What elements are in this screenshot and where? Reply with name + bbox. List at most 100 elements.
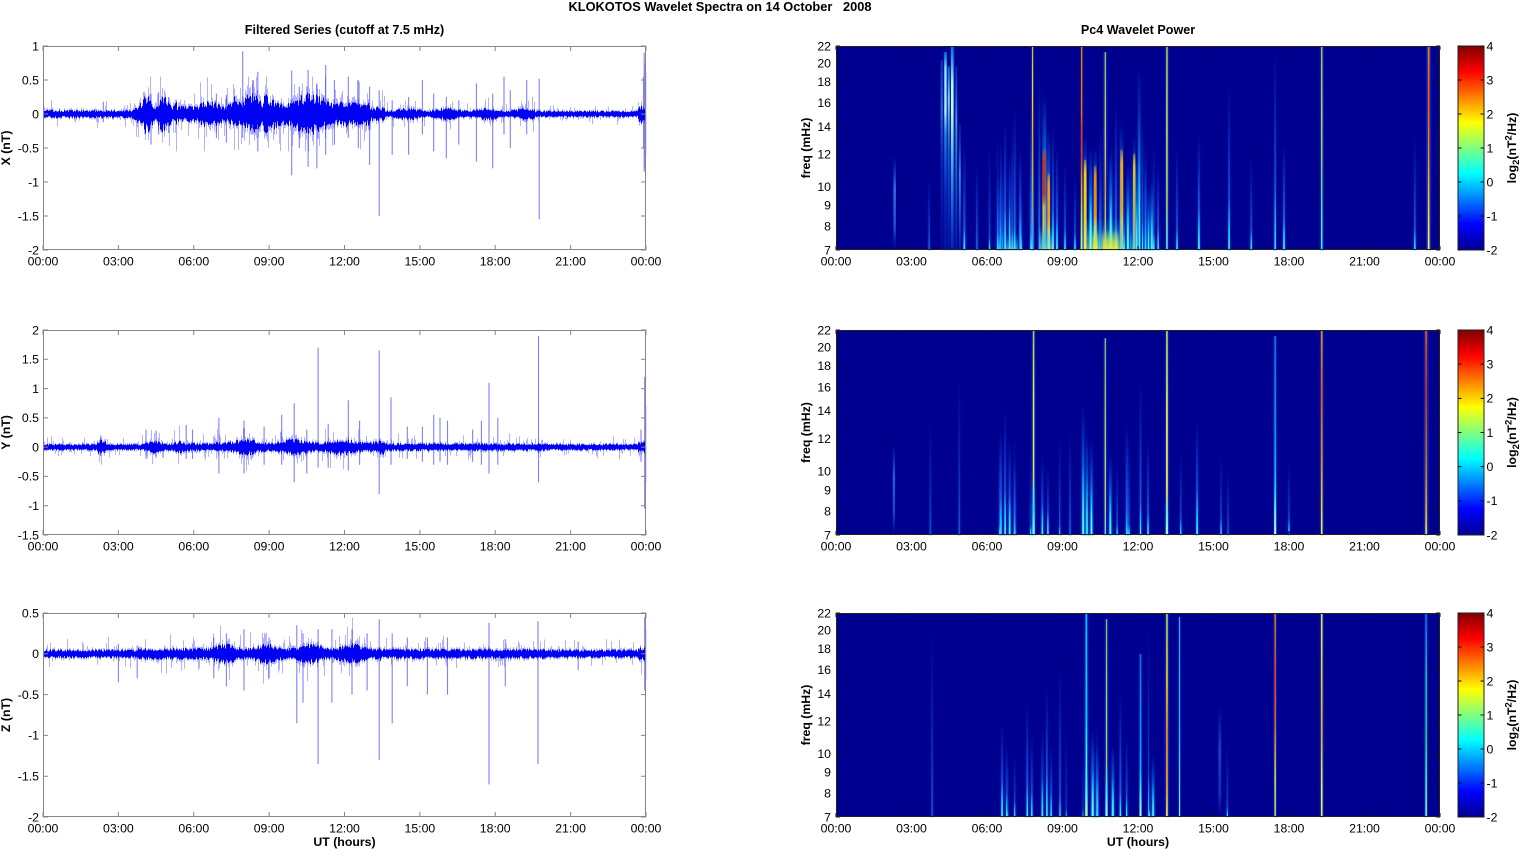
svg-text:8: 8 xyxy=(824,787,831,801)
svg-text:09:00: 09:00 xyxy=(254,539,285,553)
svg-text:-1: -1 xyxy=(28,175,39,189)
svg-text:00:00: 00:00 xyxy=(821,539,852,553)
svg-text:log2(nT2/Hz): log2(nT2/Hz) xyxy=(1504,397,1522,468)
svg-text:06:00: 06:00 xyxy=(972,254,1003,268)
svg-text:2: 2 xyxy=(32,323,39,337)
svg-text:16: 16 xyxy=(817,663,831,677)
svg-text:-1: -1 xyxy=(1487,209,1498,223)
svg-text:4: 4 xyxy=(1487,39,1494,53)
svg-text:KLOKOTOS Wavelet Spectra on 14: KLOKOTOS Wavelet Spectra on 14 October 2… xyxy=(569,0,872,14)
svg-text:UT (hours): UT (hours) xyxy=(1107,835,1169,849)
svg-text:20: 20 xyxy=(817,56,831,70)
svg-text:Filtered Series (cutoff at 7.5: Filtered Series (cutoff at 7.5 mHz) xyxy=(245,23,444,37)
svg-text:00:00: 00:00 xyxy=(28,539,59,553)
svg-text:00:00: 00:00 xyxy=(1425,821,1456,835)
svg-text:14: 14 xyxy=(817,687,831,701)
svg-text:4: 4 xyxy=(1487,606,1494,620)
svg-text:7: 7 xyxy=(824,810,831,824)
svg-text:8: 8 xyxy=(824,504,831,518)
svg-text:06:00: 06:00 xyxy=(972,539,1003,553)
svg-text:9: 9 xyxy=(824,766,831,780)
svg-text:15:00: 15:00 xyxy=(1198,539,1229,553)
svg-text:12:00: 12:00 xyxy=(329,821,360,835)
svg-text:-2: -2 xyxy=(1487,528,1498,542)
svg-text:7: 7 xyxy=(824,528,831,542)
svg-text:-2: -2 xyxy=(28,810,39,824)
svg-text:09:00: 09:00 xyxy=(1047,254,1078,268)
svg-text:12:00: 12:00 xyxy=(1123,254,1154,268)
svg-text:2: 2 xyxy=(1487,674,1494,688)
svg-text:18:00: 18:00 xyxy=(1274,254,1305,268)
svg-text:16: 16 xyxy=(817,380,831,394)
svg-text:-2: -2 xyxy=(1487,243,1498,257)
svg-text:18:00: 18:00 xyxy=(480,821,511,835)
svg-text:18:00: 18:00 xyxy=(480,254,511,268)
svg-text:00:00: 00:00 xyxy=(28,254,59,268)
svg-text:03:00: 03:00 xyxy=(103,821,134,835)
svg-text:freq (mHz): freq (mHz) xyxy=(799,402,813,463)
svg-text:06:00: 06:00 xyxy=(178,539,209,553)
svg-text:14: 14 xyxy=(817,120,831,134)
svg-text:00:00: 00:00 xyxy=(821,254,852,268)
svg-text:15:00: 15:00 xyxy=(1198,821,1229,835)
svg-text:0: 0 xyxy=(32,440,39,454)
svg-text:3: 3 xyxy=(1487,640,1494,654)
svg-text:12: 12 xyxy=(817,714,831,728)
svg-text:00:00: 00:00 xyxy=(821,821,852,835)
svg-text:1: 1 xyxy=(1487,141,1494,155)
svg-text:21:00: 21:00 xyxy=(555,539,586,553)
svg-text:10: 10 xyxy=(817,464,831,478)
svg-text:1: 1 xyxy=(32,39,39,53)
svg-text:0.5: 0.5 xyxy=(22,73,39,87)
svg-text:21:00: 21:00 xyxy=(1349,539,1380,553)
svg-text:-2: -2 xyxy=(1487,810,1498,824)
svg-text:12:00: 12:00 xyxy=(329,254,360,268)
svg-text:Z (nT): Z (nT) xyxy=(0,698,13,732)
svg-text:16: 16 xyxy=(817,96,831,110)
svg-text:0: 0 xyxy=(32,647,39,661)
svg-text:-1: -1 xyxy=(28,499,39,513)
svg-text:03:00: 03:00 xyxy=(103,539,134,553)
svg-text:1: 1 xyxy=(1487,708,1494,722)
svg-text:3: 3 xyxy=(1487,73,1494,87)
svg-text:09:00: 09:00 xyxy=(254,254,285,268)
svg-text:0: 0 xyxy=(1487,460,1494,474)
svg-text:03:00: 03:00 xyxy=(896,821,927,835)
svg-text:21:00: 21:00 xyxy=(1349,821,1380,835)
svg-text:1.5: 1.5 xyxy=(22,353,39,367)
svg-text:06:00: 06:00 xyxy=(178,254,209,268)
svg-text:14: 14 xyxy=(817,404,831,418)
svg-text:0: 0 xyxy=(1487,742,1494,756)
svg-text:15:00: 15:00 xyxy=(1198,254,1229,268)
svg-text:0: 0 xyxy=(1487,175,1494,189)
svg-text:-0.5: -0.5 xyxy=(18,688,39,702)
svg-text:15:00: 15:00 xyxy=(405,821,436,835)
svg-text:00:00: 00:00 xyxy=(631,539,662,553)
svg-text:09:00: 09:00 xyxy=(1047,539,1078,553)
svg-text:-1.5: -1.5 xyxy=(18,209,39,223)
svg-text:0.5: 0.5 xyxy=(22,606,39,620)
svg-text:03:00: 03:00 xyxy=(896,539,927,553)
svg-text:UT (hours): UT (hours) xyxy=(313,835,375,849)
svg-text:12: 12 xyxy=(817,432,831,446)
svg-text:-1: -1 xyxy=(1487,776,1498,790)
svg-text:22: 22 xyxy=(817,606,831,620)
svg-text:12: 12 xyxy=(817,147,831,161)
svg-text:21:00: 21:00 xyxy=(555,254,586,268)
svg-text:09:00: 09:00 xyxy=(1047,821,1078,835)
svg-text:12:00: 12:00 xyxy=(329,539,360,553)
svg-text:00:00: 00:00 xyxy=(1425,539,1456,553)
svg-text:12:00: 12:00 xyxy=(1123,821,1154,835)
svg-text:4: 4 xyxy=(1487,323,1494,337)
svg-text:10: 10 xyxy=(817,180,831,194)
svg-text:2: 2 xyxy=(1487,392,1494,406)
svg-text:12:00: 12:00 xyxy=(1123,539,1154,553)
svg-text:20: 20 xyxy=(817,623,831,637)
svg-text:20: 20 xyxy=(817,340,831,354)
svg-text:15:00: 15:00 xyxy=(405,539,436,553)
svg-text:-0.5: -0.5 xyxy=(18,141,39,155)
svg-text:0: 0 xyxy=(32,107,39,121)
svg-text:15:00: 15:00 xyxy=(405,254,436,268)
svg-text:18: 18 xyxy=(817,642,831,656)
svg-text:1: 1 xyxy=(32,382,39,396)
